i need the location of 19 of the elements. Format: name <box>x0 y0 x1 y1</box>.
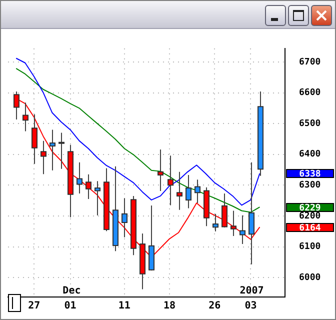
x-tick-label: 01 <box>64 300 76 312</box>
annotation: Dec <box>62 286 81 297</box>
annotation: 2007 <box>240 286 264 297</box>
y-tick-label: 6100 <box>299 242 321 252</box>
y-tick-label: 6000 <box>299 272 321 283</box>
x-tick-label: 03 <box>244 300 257 312</box>
x-tick-label: 26 <box>208 300 221 312</box>
y-tick-label: 6500 <box>299 118 321 129</box>
x-tick-label: 11 <box>118 300 130 312</box>
y-tick-label: 6300 <box>299 180 321 191</box>
text: 6164 <box>299 223 322 234</box>
y-tick-label: 6400 <box>299 150 321 160</box>
x-tick-label: 18 <box>163 300 176 312</box>
y-tick-label: 6700 <box>299 57 321 68</box>
text: 6229 <box>299 203 321 214</box>
text: 6338 <box>299 169 321 180</box>
y-tick-label: 6200 <box>299 211 321 222</box>
y-tick-label: 6600 <box>299 88 321 98</box>
x-tick-label: 27 <box>28 300 40 312</box>
